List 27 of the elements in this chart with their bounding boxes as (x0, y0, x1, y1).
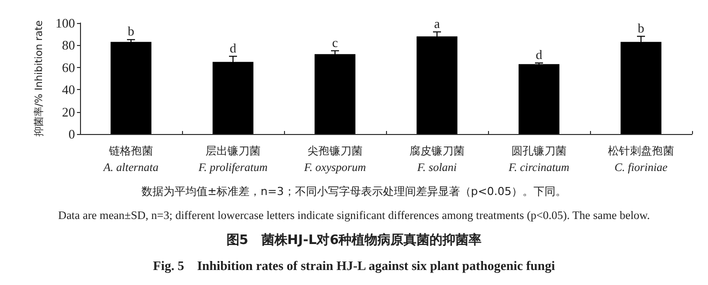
text: 数据为平均值±标准差，n=3；不同小写字母表示处理间差异显著（p<0.05）。下同。 (141, 185, 567, 198)
x-tick-label: 腐皮镰刀菌 F. solani (410, 144, 464, 174)
y-tick-label: 40 (62, 82, 75, 98)
annotation: a (434, 16, 440, 31)
x-tick-label: 圆孔镰刀菌 F. circinatum (508, 144, 570, 174)
y-tick-label: 20 (62, 104, 75, 120)
x-tick-label: 尖孢镰刀菌 F. oxysporum (303, 144, 366, 174)
annotation: b (638, 20, 644, 36)
annotation: c (332, 34, 338, 50)
x-tick-label: 层出镰刀菌 F. proliferatum (197, 144, 268, 174)
annotation: d (230, 40, 237, 56)
y-axis-title: 抑菌率/% Inhibition rate (33, 20, 46, 137)
text: Data are mean±SD, n=3; different lowercase letters indicate significant differences among treatments (p<0.05). The same below. (58, 210, 650, 222)
annotation: b (128, 24, 134, 39)
y-tick-label: 80 (62, 38, 75, 53)
x-tick-label: 松针刺盘孢菌 C. fioriniae (608, 144, 674, 174)
bar (314, 54, 356, 134)
y-tick-label: 0 (68, 126, 75, 142)
bar (416, 36, 458, 134)
bar (518, 64, 560, 134)
text: 图5 菌株HJ-L对6种植物病原真菌的抑菌率 (226, 232, 482, 248)
annotation: d (536, 46, 543, 62)
bar (110, 42, 152, 134)
y-tick-label: 60 (62, 60, 75, 75)
text: Fig. 5 Inhibition rates of strain HJ-L against six plant pathogenic fungi (153, 258, 556, 273)
y-tick-label: 100 (56, 16, 75, 30)
x-tick-label: 链格孢菌 A. alternata (102, 144, 159, 174)
